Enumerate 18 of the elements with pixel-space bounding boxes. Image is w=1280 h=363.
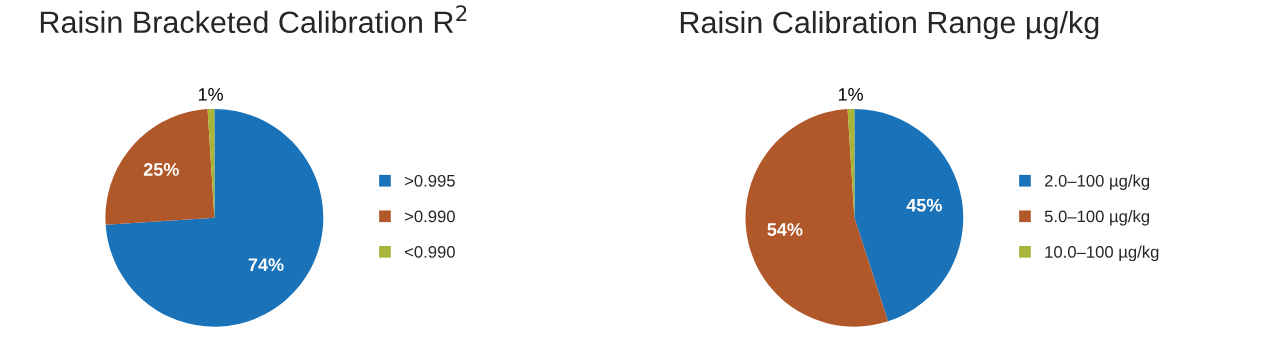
legend-label: 10.0–100 µg/kg <box>1045 245 1159 262</box>
legend-label: >0.995 <box>404 174 455 187</box>
data-label: 1% <box>838 88 863 101</box>
data-label: 54% <box>767 223 803 236</box>
legend-label: >0.990 <box>404 210 455 223</box>
data-label: 45% <box>906 198 942 212</box>
legend-label: 5.0–100 µg/kg <box>1044 210 1150 226</box>
chart-title: Raisin Bracketed Calibration R$^{2}$ <box>40 5 467 34</box>
data-label: 25% <box>143 163 179 176</box>
pie-slice <box>105 109 215 225</box>
chart-title: Raisin Calibration Range µg/kg <box>680 10 1099 40</box>
pie-slice <box>854 108 964 322</box>
data-label: 74% <box>248 258 284 272</box>
data-label: 1% <box>198 88 223 101</box>
pie-slice <box>745 109 889 327</box>
legend-label: <0.990 <box>404 246 455 258</box>
legend-label: 2.0–100 µg/kg <box>1044 174 1150 191</box>
pie-slice <box>105 108 324 327</box>
